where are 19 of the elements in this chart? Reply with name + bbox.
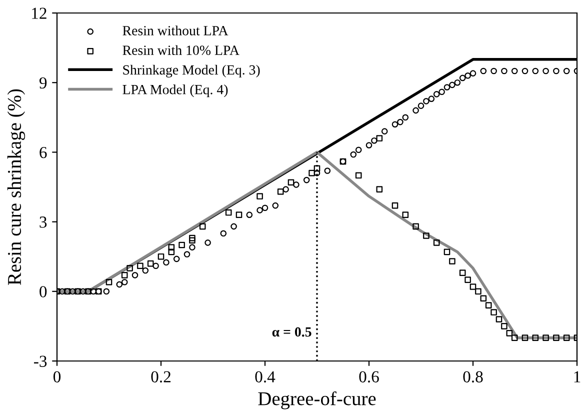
x-tick-label: 1 [574,371,580,382]
x-tick-label: 0.6 [359,371,379,383]
legend-label: Resin with 10% LPA [122,45,240,56]
y-tick-label: -3 [34,356,47,367]
legend-label: Shrinkage Model (Eq. 3) [123,64,260,78]
y-axis-title: Resin cure shrinkage (%) [7,89,26,285]
x-axis-title: Degree-of-cure [258,391,376,410]
y-tick-label: 9 [39,77,47,89]
x-tick-label: 0.2 [151,371,170,383]
ref-line-label: α = 0.5 [272,327,312,337]
y-tick-label: 0 [40,286,47,298]
legend-label: LPA Model (Eq. 4) [122,84,228,98]
x-tick-label: 0.8 [463,371,483,383]
legend-label: Resin without LPA [122,26,228,36]
x-tick-label: 0 [53,371,61,382]
x-tick-label: 0.4 [255,371,276,383]
y-tick-label: 12 [32,8,46,19]
y-tick-label: 6 [40,146,47,158]
y-tick-label: 3 [40,216,47,228]
